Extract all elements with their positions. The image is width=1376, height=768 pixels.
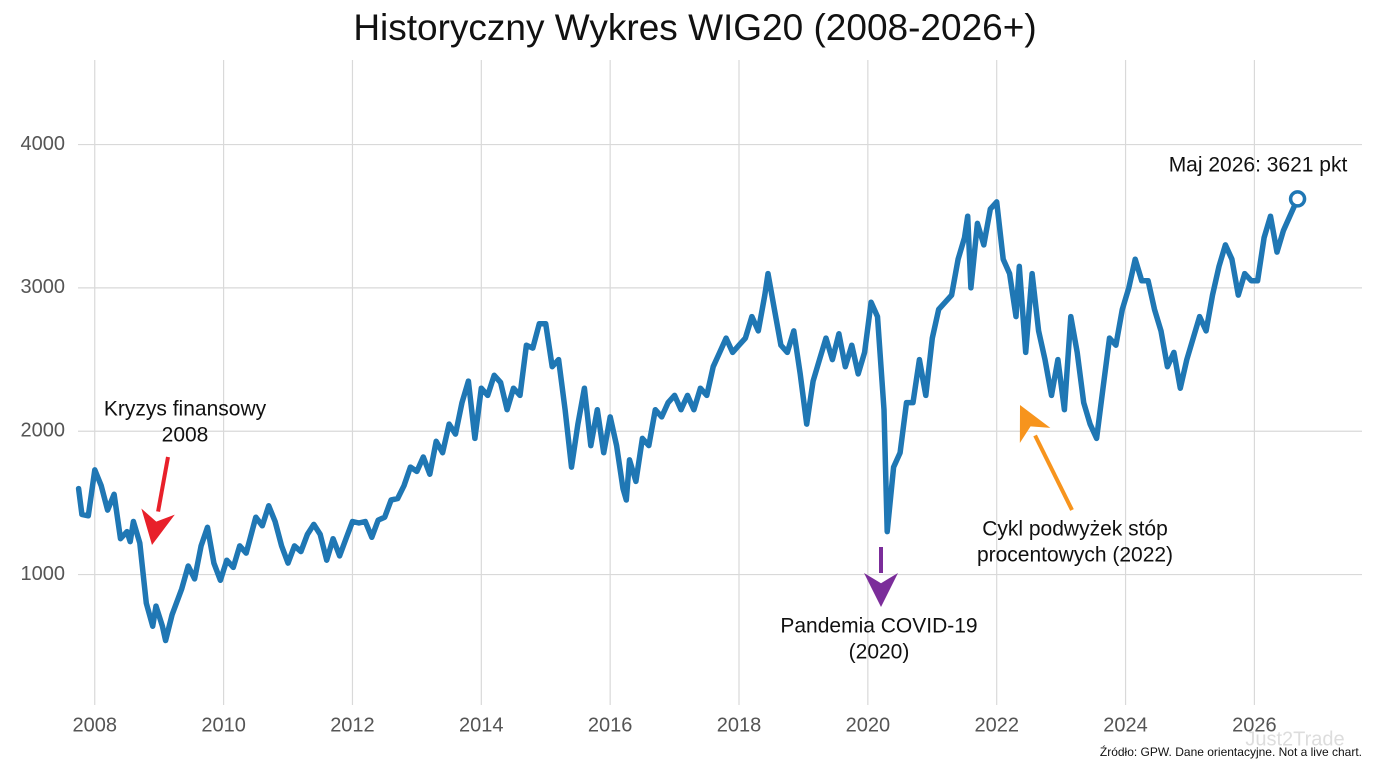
annotation-arrow-head bbox=[864, 573, 898, 607]
x-tick-label: 2014 bbox=[459, 714, 504, 736]
y-tick-label: 1000 bbox=[21, 563, 66, 585]
x-tick-label: 2026 bbox=[1232, 714, 1277, 736]
x-tick-label: 2016 bbox=[588, 714, 633, 736]
x-tick-label: 2008 bbox=[73, 714, 118, 736]
x-tick-label: 2020 bbox=[846, 714, 891, 736]
annotation-arrow-shaft bbox=[1033, 434, 1074, 511]
x-tick-label: 2010 bbox=[201, 714, 246, 736]
annotation-text: (2020) bbox=[849, 641, 910, 664]
x-tick-label: 2022 bbox=[974, 714, 1019, 736]
annotation-arrow-head bbox=[141, 508, 175, 545]
x-tick-label: 2018 bbox=[717, 714, 762, 736]
annotation-text: 2008 bbox=[162, 424, 209, 447]
grid bbox=[78, 60, 1362, 705]
y-tick-label: 2000 bbox=[21, 420, 66, 442]
annotation-text: Kryzys finansowy bbox=[104, 398, 267, 421]
annotation-text: Cykl podwyżek stóp bbox=[982, 518, 1168, 541]
data-line bbox=[75, 196, 1301, 644]
watermark: Just2Trade bbox=[1245, 728, 1344, 750]
y-tick-label: 4000 bbox=[21, 133, 66, 155]
annotation-text: procentowych (2022) bbox=[977, 544, 1173, 567]
x-tick-label: 2012 bbox=[330, 714, 375, 736]
annotation-arrow-head bbox=[1019, 405, 1051, 444]
x-tick-label: 2024 bbox=[1103, 714, 1148, 736]
annotation-text: Pandemia COVID-19 bbox=[780, 615, 977, 638]
y-tick-label: 3000 bbox=[21, 276, 66, 298]
end-point bbox=[1288, 190, 1307, 208]
source-note: Źródło: GPW. Dane orientacyjne. Not a li… bbox=[1100, 744, 1362, 759]
chart-title: Historyczny Wykres WIG20 (2008-2026+) bbox=[353, 7, 1036, 48]
annotation-arrow-shaft bbox=[156, 456, 170, 512]
end-label: Maj 2026: 3621 pkt bbox=[1169, 154, 1348, 177]
